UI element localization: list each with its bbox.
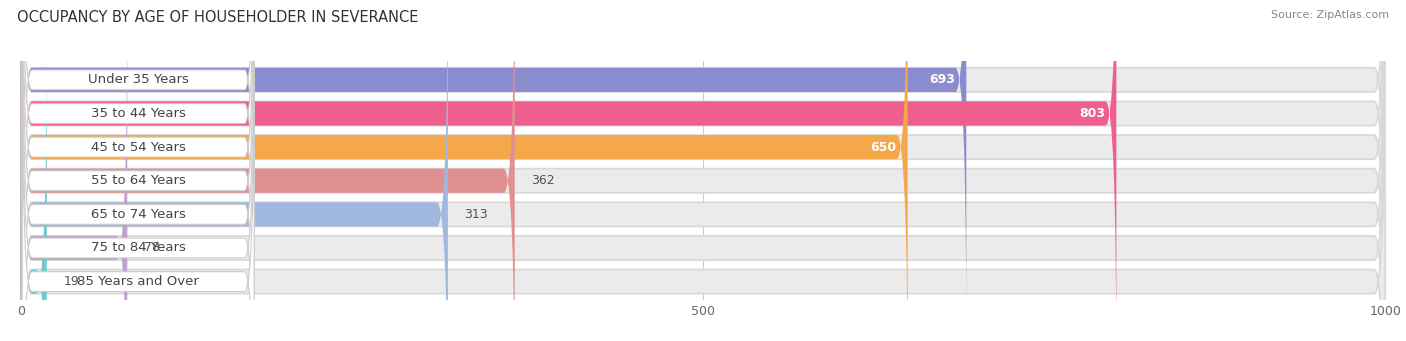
Text: 35 to 44 Years: 35 to 44 Years <box>91 107 186 120</box>
Text: 65 to 74 Years: 65 to 74 Years <box>91 208 186 221</box>
Text: OCCUPANCY BY AGE OF HOUSEHOLDER IN SEVERANCE: OCCUPANCY BY AGE OF HOUSEHOLDER IN SEVER… <box>17 10 418 25</box>
FancyBboxPatch shape <box>21 0 966 337</box>
Text: Under 35 Years: Under 35 Years <box>87 73 188 86</box>
FancyBboxPatch shape <box>21 0 1385 341</box>
FancyBboxPatch shape <box>22 56 254 341</box>
FancyBboxPatch shape <box>21 0 1385 341</box>
FancyBboxPatch shape <box>21 25 46 341</box>
Text: 78: 78 <box>143 241 160 254</box>
Text: 650: 650 <box>870 140 897 153</box>
FancyBboxPatch shape <box>21 0 449 341</box>
FancyBboxPatch shape <box>21 0 128 341</box>
FancyBboxPatch shape <box>22 23 254 341</box>
FancyBboxPatch shape <box>21 0 1385 341</box>
Text: Source: ZipAtlas.com: Source: ZipAtlas.com <box>1271 10 1389 20</box>
FancyBboxPatch shape <box>22 0 254 341</box>
FancyBboxPatch shape <box>21 25 1385 341</box>
Text: 45 to 54 Years: 45 to 54 Years <box>91 140 186 153</box>
Text: 19: 19 <box>63 275 79 288</box>
Text: 313: 313 <box>464 208 488 221</box>
FancyBboxPatch shape <box>21 0 1116 341</box>
Text: 803: 803 <box>1080 107 1105 120</box>
Text: 693: 693 <box>929 73 956 86</box>
FancyBboxPatch shape <box>21 0 515 341</box>
FancyBboxPatch shape <box>22 0 254 341</box>
FancyBboxPatch shape <box>21 0 908 341</box>
FancyBboxPatch shape <box>21 0 1385 341</box>
Text: 75 to 84 Years: 75 to 84 Years <box>91 241 186 254</box>
FancyBboxPatch shape <box>22 0 254 305</box>
FancyBboxPatch shape <box>21 0 1385 341</box>
Text: 55 to 64 Years: 55 to 64 Years <box>91 174 186 187</box>
FancyBboxPatch shape <box>22 0 254 339</box>
Text: 362: 362 <box>531 174 555 187</box>
FancyBboxPatch shape <box>21 0 1385 337</box>
Text: 85 Years and Over: 85 Years and Over <box>77 275 200 288</box>
FancyBboxPatch shape <box>22 0 254 341</box>
